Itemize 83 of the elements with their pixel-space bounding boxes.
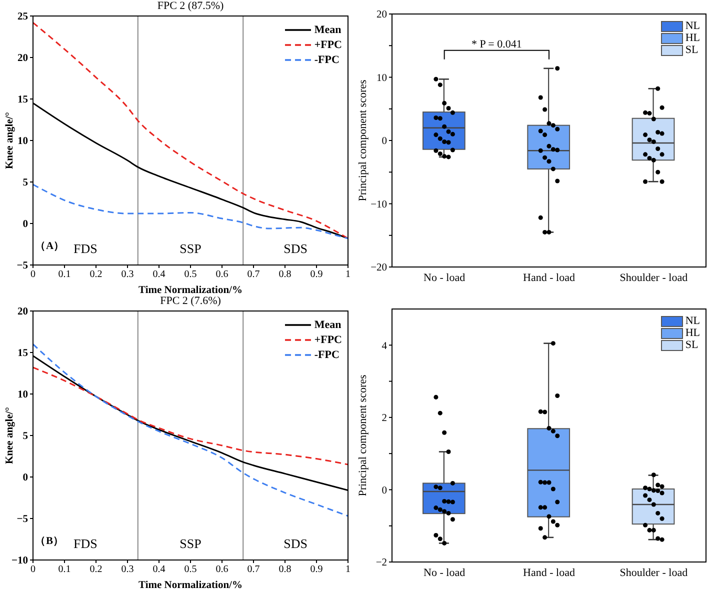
x-tick-label: 0.5 [184,269,197,280]
x-tick-label: Hand - load [523,566,576,579]
y-tick-label: 25 [18,12,28,23]
annotation: SSP [180,536,202,551]
annotation: SDS [284,536,308,551]
x-tick-label: 0.5 [184,564,197,576]
annotation: SSP [180,241,202,256]
x-tick-label: 0.8 [278,269,292,280]
x-axis-title: Time Normalization/% [138,285,242,296]
chart-title: FPC 2 (87.5%) [156,0,225,12]
legend-label: HL [685,327,700,339]
x-tick-label: 0.1 [58,564,71,576]
x-tick-label: 0.4 [152,269,166,280]
legend-label: -FPC [314,54,340,66]
x-tick-label: 0.7 [247,564,260,576]
x-tick-label: 0.7 [247,269,260,280]
y-tick-label: 20 [18,306,28,318]
legend-label: +FPC [314,38,342,50]
y-tick-label: 5 [22,178,28,189]
y-tick-label: 0 [382,485,387,496]
line-series [33,343,348,517]
x-axis-title: Time Normalization/% [138,580,242,591]
y-tick-label: 4 [382,340,388,352]
y-tick-label: −5 [16,260,28,272]
y-tick-label: 2 [382,413,387,424]
x-tick-label: 0.3 [121,269,134,280]
legend-label: NL [685,315,700,327]
y-tick-label: 15 [18,348,28,360]
x-tick-label: 0.6 [216,269,228,280]
x-tick-label: 1 [346,564,350,576]
line-series [33,366,348,466]
y-tick-label: 0 [382,136,387,148]
y-axis-title: Principal component scores [356,374,369,496]
legend-label: NL [685,20,700,32]
x-tick-label: 0.2 [90,269,102,280]
x-tick-label: Shoulder - load [620,272,688,284]
annotation: SDS [284,241,308,256]
x-tick-label: Hand - load [523,272,576,284]
y-axis-title: Principal component scores [356,80,369,202]
annotation: （A） [35,241,65,252]
legend-label: Mean [314,24,342,36]
y-tick-label: 10 [376,72,387,84]
x-tick-label: 1 [346,269,350,280]
x-tick-label: 0 [30,564,36,576]
legend-label: +FPC [314,334,342,346]
x-tick-label: 0 [30,269,36,280]
y-tick-label: −2 [376,558,387,569]
legend-label: -FPC [314,348,340,360]
annotation: （B） [35,536,64,547]
chart-title: FPC 2 (7.6%) [159,295,222,307]
legend-label: HL [685,32,700,44]
x-tick-label: 0.1 [58,269,71,280]
y-tick-label: 0 [22,472,28,484]
line-series [33,184,348,240]
x-tick-label: No - load [424,566,466,579]
legend-label: Mean [314,318,342,330]
x-tick-label: 0.2 [90,564,102,576]
y-axis-title: Knee angle/° [4,407,16,464]
y-tick-label: 15 [18,94,28,106]
annotation: * P = 0.041 [471,38,522,50]
y-tick-label: 10 [18,136,28,148]
y-tick-label: 20 [376,10,387,21]
x-tick-label: 0.8 [278,564,292,576]
annotation: FDS [74,241,98,256]
y-tick-label: 10 [18,390,28,401]
x-tick-label: No - load [424,272,466,284]
annotation: FDS [74,536,98,551]
y-tick-label: 20 [18,53,28,64]
legend-label: SL [685,339,698,351]
y-tick-label: −10 [370,199,387,210]
y-tick-label: −5 [16,514,28,526]
x-tick-label: Shoulder - load [620,566,688,579]
x-tick-label: 0.6 [216,564,228,576]
y-tick-label: 0 [22,219,28,230]
y-tick-label: −20 [370,262,387,274]
x-tick-label: 0.9 [310,269,323,280]
x-tick-label: 0.9 [310,564,323,576]
legend-label: SL [685,44,698,56]
y-tick-label: −10 [12,556,28,567]
x-tick-label: 0.4 [152,564,166,576]
y-tick-label: 5 [22,431,28,442]
x-tick-label: 0.3 [121,564,134,576]
y-axis-title: Knee angle/° [4,112,16,169]
